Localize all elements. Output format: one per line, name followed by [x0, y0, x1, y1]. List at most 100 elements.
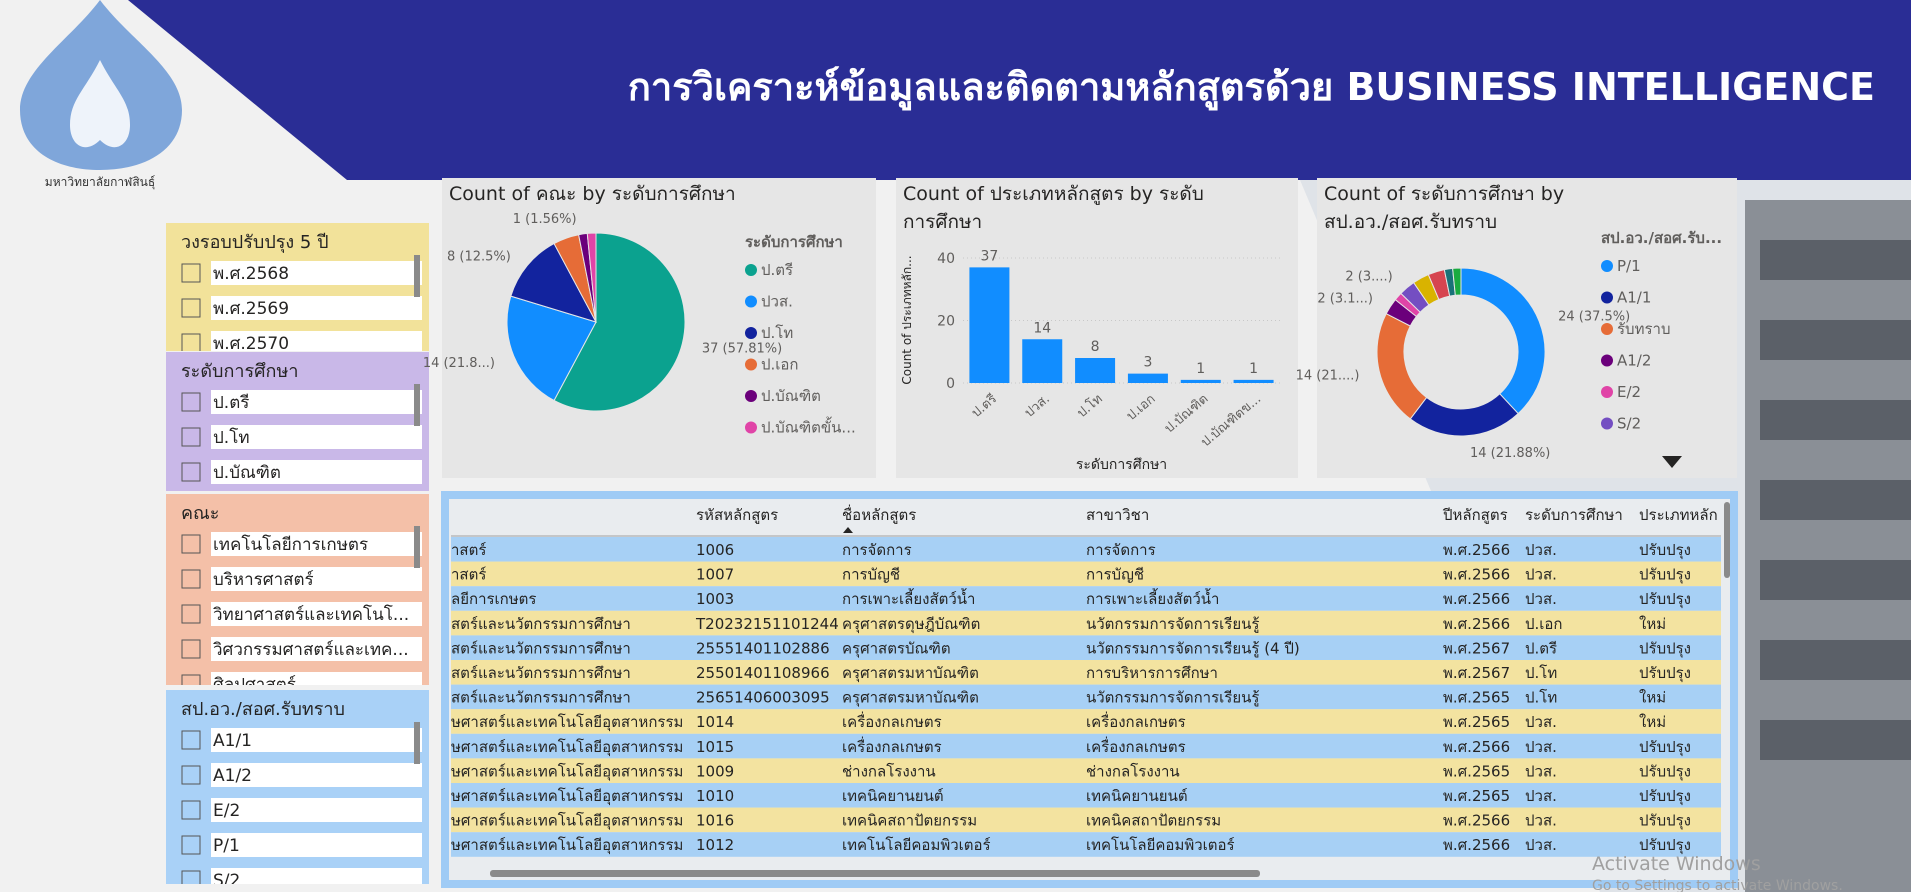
- legend-label[interactable]: P/1: [1617, 257, 1641, 275]
- column-header[interactable]: สาขาวิชา: [1086, 506, 1149, 524]
- slicer-item[interactable]: พ.ศ.2569: [213, 299, 289, 319]
- legend-label[interactable]: ป.ตรี: [761, 261, 793, 279]
- building-band: [1760, 320, 1911, 360]
- slicer-item[interactable]: ศิลปศาสตร์: [213, 675, 296, 695]
- y-axis-title: Count of ประเภทหลัก...: [900, 255, 914, 384]
- item-box: [211, 868, 422, 884]
- legend-label[interactable]: ปวส.: [761, 293, 793, 311]
- slicer-item[interactable]: E/2: [213, 801, 240, 821]
- item-box: [211, 296, 422, 320]
- checkbox[interactable]: [181, 534, 201, 554]
- legend-label[interactable]: ป.บัณฑิตขั้น...: [761, 417, 856, 437]
- table-cell: ปวส.: [1525, 787, 1557, 805]
- checkbox[interactable]: [181, 604, 201, 624]
- legend-label[interactable]: S/2: [1617, 415, 1641, 433]
- slicer-title: ระดับการศึกษา: [181, 361, 298, 382]
- checkbox[interactable]: [181, 639, 201, 659]
- v-scrollbar[interactable]: [1724, 502, 1730, 578]
- table-cell: การเพาะเลี้ยงสัตว์น้ำ: [842, 588, 975, 608]
- legend-label[interactable]: A1/1: [1617, 289, 1651, 307]
- watermark-subtitle: Go to Settings to activate Windows.: [1592, 878, 1843, 892]
- checkbox[interactable]: [181, 800, 201, 820]
- legend-label[interactable]: ป.โท: [761, 324, 793, 342]
- item-box: [211, 763, 422, 787]
- table-cell: ครุศาสตรดุษฎีบัณฑิต: [842, 615, 980, 634]
- checkbox[interactable]: [181, 462, 201, 482]
- legend-marker: [745, 421, 757, 434]
- table-row: [451, 610, 1721, 636]
- data-label: 2 (3....): [1345, 269, 1392, 284]
- table-cell: เทคโนโลยีคอมพิวเตอร์: [842, 836, 991, 854]
- slicer-item[interactable]: ป.โท: [213, 427, 250, 448]
- legend-label[interactable]: ป.เอก: [761, 356, 799, 374]
- bar: [969, 267, 1010, 383]
- slicer-item[interactable]: ป.บัณฑิต: [213, 463, 281, 483]
- table-cell: ปรับปรุง: [1639, 541, 1691, 560]
- table-cell: ปรับปรุง: [1639, 762, 1691, 781]
- column-header[interactable]: รหัสหลักสูตร: [696, 506, 778, 524]
- column-header[interactable]: ระดับการศึกษา: [1525, 506, 1623, 524]
- slicer-item[interactable]: A1/2: [213, 766, 252, 786]
- slicer-item[interactable]: เทคโนโลยีการเกษตร: [213, 534, 368, 555]
- legend-label[interactable]: A1/2: [1617, 352, 1651, 370]
- column-header[interactable]: ปีหลักสูตร: [1442, 506, 1508, 524]
- slicer-item[interactable]: พ.ศ.2568: [213, 264, 289, 284]
- bar: [1075, 358, 1116, 383]
- slicer-item[interactable]: วิทยาศาสตร์และเทคโนโ...: [213, 604, 410, 625]
- checkbox[interactable]: [181, 765, 201, 785]
- table-row: [451, 660, 1721, 685]
- slicer-items: เทคโนโลยีการเกษตรบริหารศาสตร์วิทยาศาสตร์…: [181, 532, 422, 695]
- table-cell: การเพาะเลี้ยงสัตว์น้ำ: [1086, 588, 1219, 608]
- checkbox[interactable]: [181, 674, 201, 693]
- checkbox[interactable]: [181, 427, 201, 447]
- slicer-item[interactable]: A1/1: [213, 731, 252, 751]
- more-arrow[interactable]: [1662, 456, 1682, 468]
- table-row: [451, 537, 1721, 562]
- checkbox[interactable]: [181, 835, 201, 855]
- table-cell: การจัดการ: [1086, 541, 1156, 559]
- slicer-item[interactable]: พ.ศ.2570: [213, 334, 289, 354]
- legend-label[interactable]: E/2: [1617, 383, 1641, 401]
- item-box: [211, 425, 422, 449]
- slicer: สป.อว./สอศ.รับทราบ A1/1 A1/2 E/2 P/1 S/2: [166, 690, 429, 891]
- table-cell: ใหม่: [1639, 713, 1666, 731]
- data-label: 8 (12.5%): [447, 249, 511, 264]
- legend-label[interactable]: ป.บัณฑิต: [761, 387, 821, 405]
- table-cell: 1010: [696, 787, 734, 805]
- column-header[interactable]: ชื่อหลักสูตร: [842, 504, 916, 524]
- logo-caption: มหาวิทยาลัยกาฬสินธุ์: [45, 175, 155, 190]
- checkbox[interactable]: [181, 298, 201, 318]
- table-cell: 1015: [696, 738, 734, 756]
- building-band: [1760, 240, 1911, 280]
- table-cell: ษศาสตร์และเทคโนโลยีอุตสาหกรรม: [451, 713, 683, 732]
- slicer-item[interactable]: P/1: [213, 836, 240, 856]
- column-header[interactable]: ประเภทหลัก: [1639, 506, 1718, 524]
- table-cell: ปรับปรุง: [1639, 566, 1691, 585]
- table-cell: ปวส.: [1525, 566, 1557, 584]
- slicer-title: สป.อว./สอศ.รับทราบ: [181, 699, 345, 720]
- checkbox[interactable]: [181, 392, 201, 412]
- checkbox[interactable]: [181, 333, 201, 352]
- slicer-item[interactable]: ป.ตรี: [213, 393, 249, 413]
- data-label: 37: [981, 248, 999, 264]
- table-cell: สตร์และนวัตกรรมการศึกษา: [451, 639, 631, 657]
- legend-label[interactable]: รับทราบ: [1617, 320, 1670, 338]
- item-box: [211, 833, 422, 857]
- table-row: [451, 832, 1721, 857]
- table-cell: T20232151101244: [695, 615, 839, 633]
- table-cell: ปรับปรุง: [1639, 590, 1691, 609]
- slicer-item[interactable]: วิศวกรรมศาสตร์และเทค...: [213, 640, 409, 660]
- legend-marker: [1601, 291, 1613, 304]
- h-scrollbar[interactable]: [490, 870, 1260, 877]
- table-cell: ปวส.: [1525, 762, 1557, 780]
- slicer-item[interactable]: S/2: [213, 871, 240, 891]
- checkbox[interactable]: [181, 870, 201, 889]
- checkbox[interactable]: [181, 730, 201, 750]
- legend-marker: [745, 358, 757, 371]
- table-cell: ปวส.: [1525, 713, 1557, 731]
- checkbox[interactable]: [181, 263, 201, 283]
- table-cell: การบริหารการศึกษา: [1086, 664, 1218, 682]
- table-cell: ปรับปรุง: [1639, 664, 1691, 683]
- slicer-item[interactable]: บริหารศาสตร์: [213, 570, 314, 590]
- checkbox[interactable]: [181, 569, 201, 589]
